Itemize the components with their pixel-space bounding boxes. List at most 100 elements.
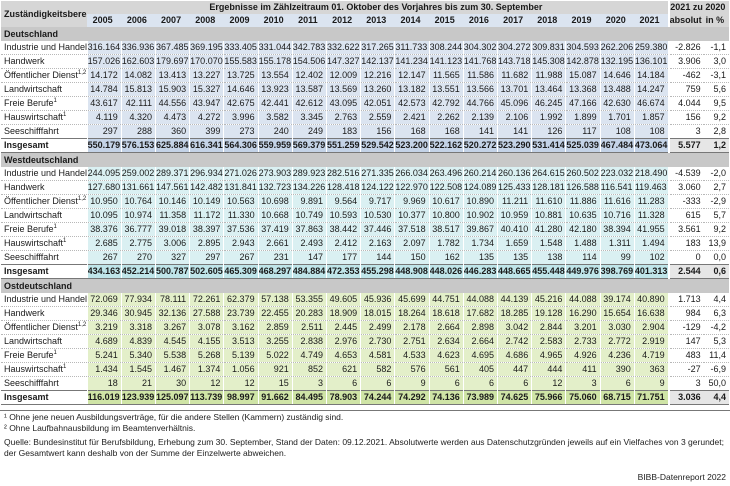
pct-change-cell: 4,4 — [703, 293, 729, 307]
value-cell: 122.508 — [428, 180, 464, 195]
total-value-cell: 467.484 — [599, 138, 635, 153]
value-cell: 18 — [86, 376, 122, 391]
abs-change-cell: 3.060 — [667, 180, 704, 195]
value-cell: 145.308 — [531, 54, 566, 69]
value-cell: 2.634 — [428, 334, 464, 349]
year-header: 2012 — [326, 14, 361, 27]
value-cell: 5.022 — [257, 348, 293, 363]
value-cell: 921 — [257, 362, 293, 377]
year-header: 2019 — [565, 14, 601, 27]
value-cell: 1.374 — [189, 362, 224, 377]
pct-change-cell: 5,6 — [703, 82, 729, 97]
year-header: 2009 — [223, 14, 259, 27]
value-cell: 57.138 — [257, 293, 293, 307]
value-cell: 10.698 — [257, 194, 293, 209]
total-value-cell: 625.884 — [154, 138, 190, 153]
value-cell: 44.766 — [462, 96, 498, 111]
total-value-cell: 484.884 — [291, 264, 327, 279]
value-cell: 1.548 — [531, 236, 566, 251]
value-cell: 38.397 — [189, 222, 224, 237]
value-cell: 2.106 — [496, 110, 532, 125]
value-cell: 11.682 — [496, 68, 532, 83]
value-cell: 223.032 — [599, 167, 635, 181]
value-cell: 1.782 — [428, 236, 464, 251]
total-value-cell: 74.244 — [360, 390, 395, 405]
year-header-row: 2005 2006 2007 2008 2009 2010 2011 2012 2013 2014… — [1, 14, 729, 27]
value-cell: 3.267 — [154, 320, 190, 335]
value-cell: 147 — [291, 250, 327, 265]
row-label-text: Industrie und Handel — [4, 294, 88, 304]
value-cell: 45.699 — [394, 293, 430, 307]
value-cell: 2.742 — [496, 334, 532, 349]
row-label: Öffentlicher Dienst1,2 — [1, 194, 88, 209]
value-cell: 6 — [360, 376, 395, 391]
value-cell: 135 — [496, 250, 532, 265]
value-cell: 13.923 — [257, 82, 293, 97]
value-cell: 162.603 — [120, 54, 156, 69]
value-cell: 42.111 — [120, 96, 156, 111]
value-cell: 267 — [86, 250, 122, 265]
value-cell: 1.545 — [120, 362, 156, 377]
year-header: 2008 — [189, 14, 224, 27]
table-row: Landwirtschaft 4.689 4.839 4.545 4.155 3.513 3… — [1, 334, 729, 349]
total-value-cell: 84.495 — [291, 390, 327, 405]
abs-change-cell: 615 — [667, 208, 704, 223]
value-cell: 45.096 — [496, 96, 532, 111]
value-cell: 43.617 — [86, 96, 122, 111]
year-header: 2021 — [634, 14, 669, 27]
value-cell: 4.653 — [325, 348, 361, 363]
value-cell: 4.719 — [633, 348, 669, 363]
pct-change-cell: -2,9 — [703, 194, 729, 209]
value-cell: 37.446 — [360, 222, 395, 237]
value-cell: 15 — [257, 376, 293, 391]
footnote-marker: 1 — [53, 350, 57, 356]
value-cell: 10.902 — [462, 208, 498, 223]
value-cell: 13.413 — [154, 68, 190, 83]
total-value-cell: 78.903 — [325, 390, 361, 405]
row-label-text: Industrie und Handel — [4, 168, 88, 178]
value-cell: 5.241 — [86, 348, 122, 363]
value-cell: 304.593 — [565, 41, 601, 55]
total-pct-change: 1,2 — [703, 138, 729, 153]
value-cell: 168 — [394, 124, 430, 139]
value-cell: 6 — [325, 376, 361, 391]
value-cell: 42.792 — [428, 96, 464, 111]
value-cell: 2.844 — [531, 320, 566, 335]
value-cell: 2.919 — [633, 334, 669, 349]
value-cell: 29.346 — [86, 306, 122, 321]
value-cell: 42.180 — [565, 222, 601, 237]
table-row: Freie Berufe1 5.241 5.340 5.538 5.268 5.139 5.… — [1, 348, 729, 363]
value-cell: 13.488 — [599, 82, 635, 97]
total-value-cell: 520.272 — [462, 138, 498, 153]
value-cell: 141.123 — [428, 54, 464, 69]
value-cell: 10.377 — [394, 208, 430, 223]
total-value-cell: 123.939 — [120, 390, 156, 405]
value-cell: 260.214 — [462, 167, 498, 181]
value-cell: 30 — [154, 376, 190, 391]
value-cell: 13.368 — [565, 82, 601, 97]
pct-change-cell: 50,0 — [703, 376, 729, 391]
total-value-cell: 116.019 — [86, 390, 122, 405]
period-group-header: Ergebnisse im Zählzeitraum 01. Oktober d… — [87, 1, 669, 14]
value-cell: 18.618 — [428, 306, 464, 321]
pct-change-cell: 11,4 — [703, 348, 729, 363]
value-cell: 14.184 — [633, 68, 669, 83]
value-cell: 39.867 — [462, 222, 498, 237]
pct-change-cell: 2,8 — [703, 124, 729, 139]
total-row: Insgesamt 434.163 452.214 500.787 502.605 465… — [1, 264, 729, 279]
value-cell: 11.330 — [223, 208, 259, 223]
value-cell: 9 — [633, 376, 669, 391]
table-row: Öffentlicher Dienst1,2 3.219 3.318 3.267 3.0… — [1, 320, 729, 335]
total-value-cell: 449.976 — [565, 264, 601, 279]
value-cell: 16.290 — [565, 306, 601, 321]
value-cell: 72.261 — [189, 293, 224, 307]
value-cell: 2.412 — [325, 236, 361, 251]
value-cell: 42.675 — [223, 96, 259, 111]
value-cell: 1.056 — [223, 362, 259, 377]
value-cell: 155.583 — [223, 54, 259, 69]
value-cell: 183 — [325, 124, 361, 139]
total-value-cell: 448.026 — [428, 264, 464, 279]
value-cell: 47.166 — [565, 96, 601, 111]
total-value-cell: 529.542 — [360, 138, 395, 153]
value-cell: 2.895 — [189, 236, 224, 251]
